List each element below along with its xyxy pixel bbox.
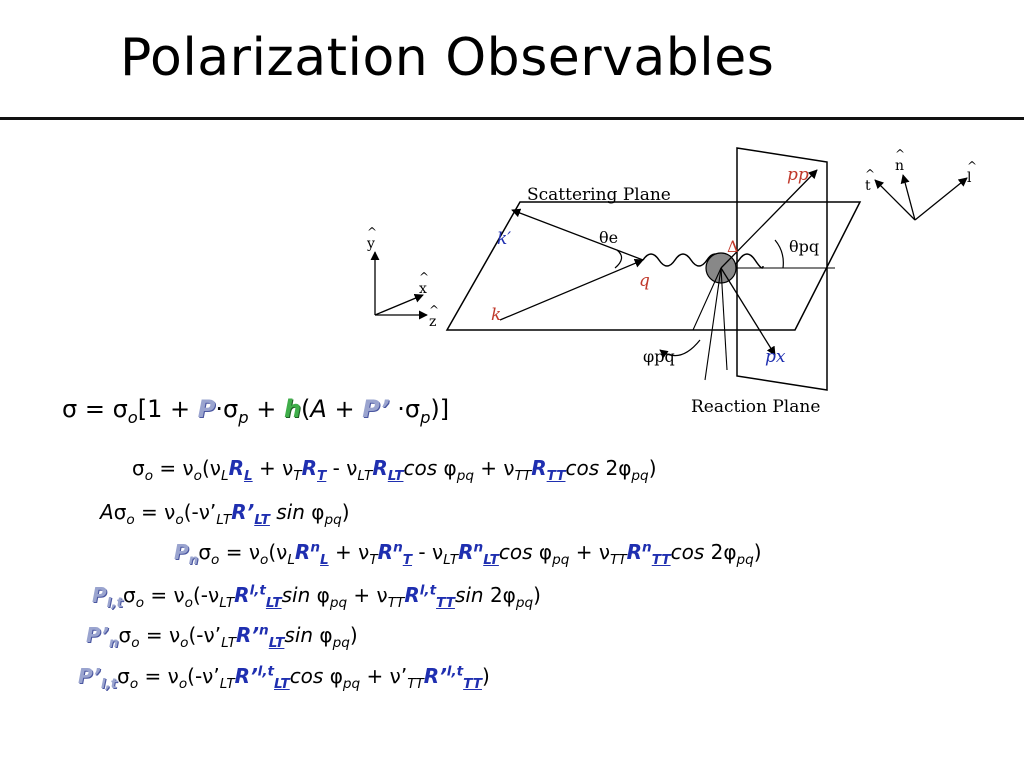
q-label: q — [639, 271, 650, 291]
axis-x-hat: ^ — [419, 270, 429, 284]
axis-t-hat: ^ — [865, 167, 875, 181]
axis-y-hat: ^ — [367, 225, 377, 239]
px-label: px — [765, 347, 786, 367]
equation-ppn-sigma-o: P’nσo = νo(-ν’LTR’nLTsin φpq) — [86, 622, 358, 651]
cross-section-equation: σ = σo[1 + P·σp + h(A + P’ ·σp)] — [62, 395, 450, 427]
delta-label: Δ — [727, 237, 739, 256]
reaction-plane-shape — [736, 147, 828, 391]
equation-pn-sigma-o: Pnσo = νo(νLRnL + νTRnT - νLTRnLTcos φpq… — [174, 539, 762, 568]
axis-y-label: y — [366, 236, 375, 252]
theta-e-label: θe — [599, 228, 618, 247]
axis-z-hat: ^ — [429, 303, 439, 317]
equation-a-sigma-o: Aσo = νo(-ν’LTR’LT sin φpq) — [100, 500, 350, 528]
phi-pq-label: φpq — [643, 347, 675, 366]
axis-x-label: x — [419, 281, 427, 297]
axis-l-label: l — [967, 170, 972, 186]
equation-pplt-sigma-o: P’l,tσo = νo(-ν’LTR’l,tLTcos φpq + ν’TTR… — [78, 663, 490, 692]
equation-sigma-o: σo = νo(νLRL + νTRT - νLTRLTcos φpq + νT… — [132, 456, 657, 484]
axis-t-label: t — [865, 178, 871, 194]
axis-n-hat: ^ — [895, 147, 905, 161]
page-title: Polarization Observables — [120, 28, 775, 88]
virtual-photon-line — [642, 253, 764, 269]
k-label: k — [491, 305, 501, 325]
k-prime-label: k′ — [497, 229, 511, 249]
equation-plt-sigma-o: Pl,tσo = νo(-νLTRl,tLTsin φpq + νTTRl,tT… — [92, 582, 541, 611]
pp-label: pp — [787, 165, 809, 185]
theta-pq-label: θpq — [789, 237, 819, 256]
title-divider — [0, 117, 1024, 120]
scattering-plane-label: Scattering Plane — [527, 185, 671, 205]
reaction-plane-label: Reaction Plane — [691, 397, 820, 417]
axis-z-label: z — [429, 314, 436, 330]
axis-l-hat: ^ — [967, 159, 977, 173]
axis-n-label: n — [895, 158, 904, 174]
scattering-plane-shape — [445, 201, 862, 331]
kinematics-diagram: Scattering Plane Reaction Plane k′ k q θ… — [366, 147, 977, 417]
